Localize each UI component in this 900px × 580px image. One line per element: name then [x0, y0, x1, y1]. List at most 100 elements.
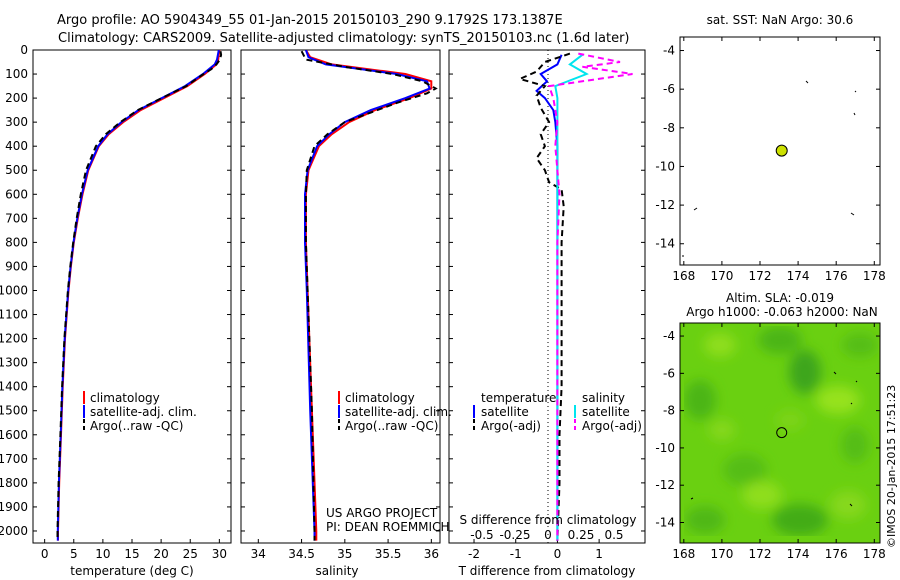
x-tick-label: 15 [124, 547, 139, 561]
difference-x-label: T difference from climatology [458, 564, 636, 578]
map-x-tick-label: 168 [672, 547, 695, 561]
argo-position-marker [776, 427, 788, 439]
x-tick-label: 36 [424, 547, 439, 561]
x-tick-label: 1 [595, 547, 603, 561]
depth-tick-label: 500 [5, 163, 28, 177]
map-x-tick-label: 168 [672, 269, 695, 283]
difference-panel: -2 -1 0 1 -0.5 -0.25 0 0.25 0.5 T difference fr… [448, 49, 646, 578]
figure-title-line1: Argo profile: AO 5904349_55 01-Jan-2015 … [57, 13, 563, 28]
legend-title-salinity: salinity [582, 391, 625, 405]
sst-map-title: sat. SST: NaN Argo: 30.6 [707, 13, 854, 27]
map-x-tick-label: 174 [787, 547, 810, 561]
map-x-tick-label: 178 [863, 269, 886, 283]
difference-lines [516, 52, 633, 541]
difference-plot-frame [448, 49, 646, 544]
difference-top-ticks: -0.5 -0.25 0 0.25 0.5 [470, 528, 623, 542]
argo-position-marker [775, 144, 788, 157]
depth-tick-label: 700 [5, 211, 28, 225]
map-y-tick-label: -6 [663, 366, 675, 380]
salinity-x-ticks: 34 34.5 35 35.5 36 [241, 49, 440, 561]
map-x-tick-label: 170 [710, 269, 733, 283]
x-tick-label: 10 [95, 547, 110, 561]
series-line-satellite-adj-clim- [56, 50, 220, 541]
top-tick-label: -0.25 [499, 528, 530, 542]
x-tick-label: 30 [212, 547, 227, 561]
top-tick-label: -0.5 [470, 528, 493, 542]
top-tick-label: 0.5 [604, 528, 623, 542]
series-line-t-argo-adj- [516, 52, 571, 541]
legend-label-satellite: satellite-adj. clim. [90, 405, 197, 419]
map-y-tick-label: -4 [663, 329, 675, 343]
series-line-argo-raw-qc- [56, 51, 223, 541]
x-tick-label: 34 [251, 547, 266, 561]
legend-label-argo: Argo(..raw -QC) [345, 419, 438, 433]
depth-tick-label: 1900 [0, 500, 28, 514]
map-y-tick-label: -12 [655, 198, 675, 212]
series-line-argo-raw-qc- [300, 50, 438, 541]
legend-label-t-satellite: satellite [481, 405, 529, 419]
sla-heatmap [680, 323, 880, 543]
x-tick-label: 5 [70, 547, 78, 561]
map-y-tick-label: -12 [655, 478, 675, 492]
series-line-climatology [304, 50, 433, 541]
depth-tick-label: 800 [5, 235, 28, 249]
map-x-tick-label: 176 [825, 547, 848, 561]
depth-tick-label: 1100 [0, 308, 28, 322]
map-x-tick-label: 172 [749, 269, 772, 283]
legend-label-climatology: climatology [345, 391, 415, 405]
temperature-lines [56, 50, 223, 541]
salinity-plot-frame [240, 49, 441, 544]
depth-tick-label: 900 [5, 259, 28, 273]
depth-tick-label: 1200 [0, 332, 28, 346]
depth-tick-label: 1500 [0, 404, 28, 418]
depth-tick-label: 1700 [0, 452, 28, 466]
difference-x-ticks: -2 -1 0 1 [449, 49, 645, 561]
series-line-satellite-adj-clim- [304, 50, 431, 541]
depth-tick-label: 1400 [0, 380, 28, 394]
project-annotation: US ARGO PROJECT [326, 506, 438, 520]
figure-title-line2: Climatology: CARS2009. Satellite-adjuste… [58, 31, 630, 46]
depth-tick-label: 100 [5, 67, 28, 81]
legend-title-temperature: temperature [481, 391, 556, 405]
temperature-legend: climatology satellite-adj. clim. Argo(..… [83, 391, 197, 433]
legend-label-s-satellite: satellite [582, 405, 630, 419]
depth-tick-label: 1000 [0, 283, 28, 297]
x-tick-label: 0 [41, 547, 49, 561]
salinity-lines [300, 50, 438, 541]
map-x-tick-label: 172 [749, 547, 772, 561]
sla-map-panel: Altim. SLA: -0.019 Argo h1000: -0.063 h2… [655, 291, 885, 561]
legend-label-argo: Argo(..raw -QC) [90, 419, 183, 433]
map-y-tick-label: -8 [663, 404, 675, 418]
sla-map-title-line2: Argo h1000: -0.063 h2000: NaN [686, 305, 878, 319]
salinity-x-label: salinity [315, 564, 358, 578]
x-tick-label: 25 [183, 547, 198, 561]
depth-tick-label: 0 [20, 43, 28, 57]
x-tick-label: -1 [510, 547, 522, 561]
coastline-fragments [682, 80, 857, 257]
coastline-fragments [690, 371, 858, 507]
series-line-s-argo-adj- [547, 52, 633, 541]
pi-annotation: PI: DEAN ROEMMICH [326, 520, 449, 534]
map-y-tick-label: -6 [663, 82, 675, 96]
depth-tick-label: 1600 [0, 428, 28, 442]
depth-tick-label: 1800 [0, 476, 28, 490]
map-y-tick-label: -10 [655, 441, 675, 455]
legend-label-satellite: satellite-adj. clim. [345, 405, 452, 419]
difference-legend: temperature salinity satellite Argo(-adj… [473, 391, 642, 433]
sla-map-frame [679, 322, 881, 544]
legend-label-t-argo: Argo(-adj) [481, 419, 541, 433]
depth-tick-label: 600 [5, 187, 28, 201]
temperature-panel: 0 5 10 15 20 25 30 temperature (deg C) climato… [32, 49, 232, 578]
x-tick-label: 35 [337, 547, 352, 561]
x-tick-label: 0 [554, 547, 562, 561]
salinity-legend: climatology satellite-adj. clim. Argo(..… [338, 391, 452, 433]
x-tick-label: 35.5 [375, 547, 402, 561]
legend-label-s-argo: Argo(-adj) [582, 419, 642, 433]
difference-top-label: S difference from climatology [460, 513, 637, 527]
legend-label-climatology: climatology [90, 391, 160, 405]
map-x-tick-label: 178 [863, 547, 886, 561]
x-tick-label: 20 [153, 547, 168, 561]
series-line-s-satellite [554, 54, 589, 541]
map-x-tick-label: 174 [787, 269, 810, 283]
